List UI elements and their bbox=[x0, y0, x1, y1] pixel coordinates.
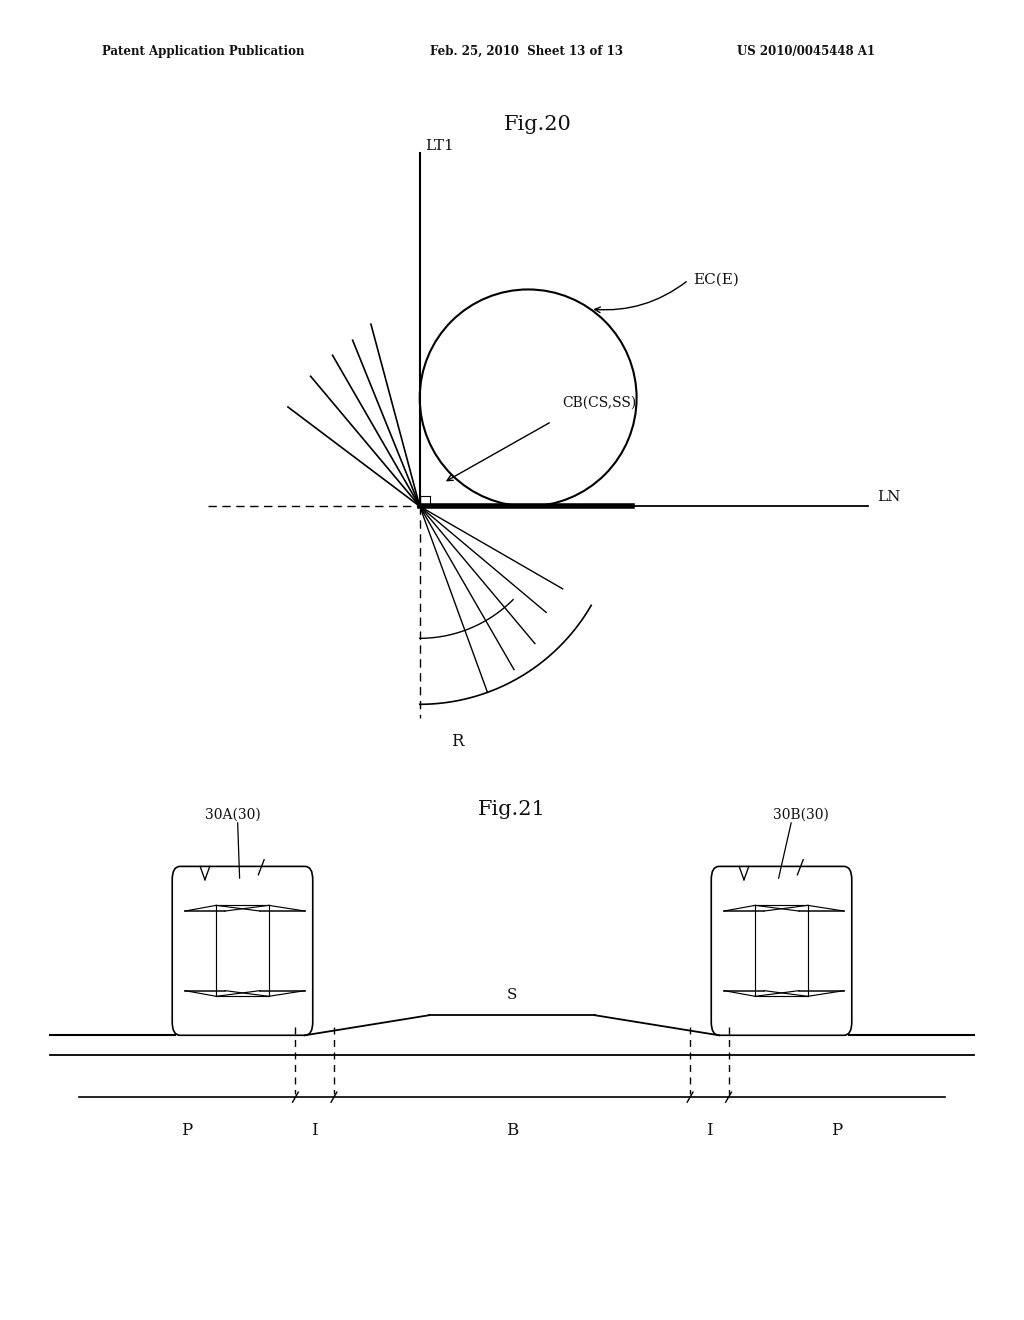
Text: Fig.21: Fig.21 bbox=[478, 800, 546, 820]
Text: 30A(30): 30A(30) bbox=[205, 808, 261, 821]
Text: LN: LN bbox=[877, 490, 900, 504]
Text: 30B(30): 30B(30) bbox=[773, 808, 828, 821]
Text: I: I bbox=[706, 1122, 713, 1139]
Text: I: I bbox=[311, 1122, 318, 1139]
Text: Feb. 25, 2010  Sheet 13 of 13: Feb. 25, 2010 Sheet 13 of 13 bbox=[430, 45, 623, 58]
Text: CB(CS,SS): CB(CS,SS) bbox=[562, 396, 636, 409]
Text: LT1: LT1 bbox=[425, 139, 455, 153]
Text: P: P bbox=[831, 1122, 843, 1139]
Text: B: B bbox=[506, 1122, 518, 1139]
Text: Fig.20: Fig.20 bbox=[504, 115, 571, 135]
Text: S: S bbox=[507, 987, 517, 1002]
Text: P: P bbox=[181, 1122, 193, 1139]
Text: R: R bbox=[452, 733, 464, 750]
Text: Patent Application Publication: Patent Application Publication bbox=[102, 45, 305, 58]
Text: US 2010/0045448 A1: US 2010/0045448 A1 bbox=[737, 45, 876, 58]
Text: EC(E): EC(E) bbox=[693, 273, 739, 286]
